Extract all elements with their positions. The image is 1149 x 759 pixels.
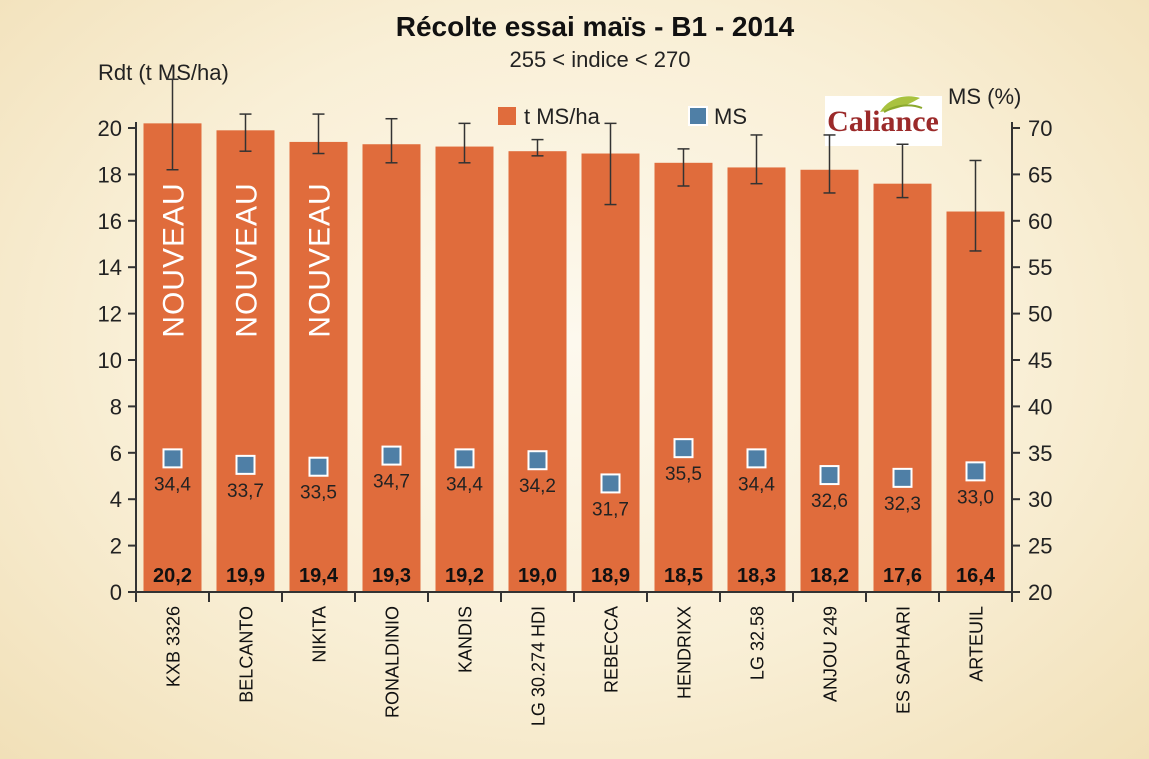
x-category-label: LG 32.58: [748, 606, 768, 680]
x-category-label: ES SAPHARI: [894, 606, 914, 714]
bar-value-label: 18,5: [664, 565, 703, 587]
bar-value-label: 19,4: [299, 565, 339, 587]
plot: 0 2 4 6 8 10 12 14 16 18 20 20 25 30 35 40 45 50 55 60 65 70 K…: [98, 78, 1052, 726]
bar: [216, 130, 275, 592]
bar-value-label: 18,3: [737, 565, 776, 587]
caliance-logo: Caliance: [825, 96, 942, 146]
ms-value-label: 33,5: [300, 483, 337, 504]
ms-value-label: 34,2: [519, 476, 556, 497]
ms-value-label: 34,4: [446, 474, 483, 495]
y2-tick-label: 65: [1028, 162, 1052, 187]
y-axis-label: Rdt (t MS/ha): [98, 60, 229, 85]
chart-title: Récolte essai maïs - B1 - 2014: [396, 11, 795, 42]
y-tick-label: 14: [98, 255, 122, 280]
ms-marker: [600, 473, 621, 494]
ms-marker: [308, 456, 329, 477]
y-tick-label: 20: [98, 116, 122, 141]
x-category-label: KANDIS: [456, 606, 476, 673]
x-category-label: REBECCA: [602, 606, 622, 693]
y-tick-label: 10: [98, 348, 122, 373]
x-category-label: BELCANTO: [237, 606, 257, 703]
legend-bar-label: t MS/ha: [524, 104, 601, 129]
ms-marker: [819, 465, 840, 486]
bar: [873, 183, 932, 592]
legend-ms-swatch: [688, 106, 708, 126]
x-category-label: NIKITA: [310, 606, 330, 663]
ms-value-label: 33,7: [227, 481, 264, 502]
bar-value-label: 18,2: [810, 565, 849, 587]
ms-value-label: 34,4: [154, 474, 191, 495]
y-tick-label: 0: [110, 580, 122, 605]
bar: [435, 146, 494, 592]
bar-value-label: 19,3: [372, 565, 411, 587]
bar-value-label: 20,2: [153, 565, 192, 587]
ms-marker: [673, 438, 694, 459]
ms-value-label: 31,7: [592, 499, 629, 520]
bar-value-label: 19,2: [445, 565, 484, 587]
x-category-label: ARTEUIL: [967, 606, 987, 682]
bar: [143, 123, 202, 593]
bar-value-label: 19,0: [518, 565, 557, 587]
ms-marker: [965, 461, 986, 482]
ms-marker: [892, 467, 913, 488]
y-tick-label: 4: [110, 487, 122, 512]
bar-value-label: 18,9: [591, 565, 630, 587]
bar: [581, 153, 640, 592]
bar: [362, 144, 421, 593]
ms-marker: [162, 448, 183, 469]
y-tick-label: 12: [98, 302, 122, 327]
bar-value-label: 17,6: [883, 565, 922, 587]
ms-value-label: 33,0: [957, 487, 994, 508]
ms-value-label: 34,4: [738, 474, 775, 495]
ms-marker: [235, 454, 256, 475]
ms-value-label: 32,6: [811, 491, 848, 512]
ms-value-label: 34,7: [373, 472, 410, 493]
bar: [654, 162, 713, 593]
y2-tick-label: 35: [1028, 441, 1052, 466]
annotation-nouveau: NOUVEAU: [231, 182, 264, 337]
ms-marker: [527, 450, 548, 471]
ms-value-label: 32,3: [884, 494, 921, 515]
y2-tick-label: 55: [1028, 255, 1052, 280]
ms-value-label: 35,5: [665, 464, 702, 485]
ms-marker: [454, 448, 475, 469]
y2-tick-label: 25: [1028, 534, 1052, 559]
y2-tick-label: 60: [1028, 209, 1052, 234]
x-category-label: KXB 3326: [164, 606, 184, 687]
y2-tick-label: 20: [1028, 580, 1052, 605]
y-tick-label: 8: [110, 394, 122, 419]
bar: [800, 169, 859, 592]
x-category-label: LG 30.274 HDI: [529, 606, 549, 726]
svg-text:Caliance: Caliance: [827, 105, 939, 138]
bar: [508, 151, 567, 592]
bar: [946, 211, 1005, 592]
x-category-label: ANJOU 249: [821, 606, 841, 702]
ms-marker: [746, 448, 767, 469]
bar-value-label: 16,4: [956, 565, 996, 587]
bar: [289, 141, 348, 593]
y2-tick-label: 30: [1028, 487, 1052, 512]
legend-ms-label: MS: [714, 104, 747, 129]
x-category-label: HENDRIXX: [675, 606, 695, 699]
y2-tick-label: 50: [1028, 302, 1052, 327]
legend-bar-swatch: [498, 107, 516, 125]
annotation-nouveau: NOUVEAU: [304, 182, 337, 337]
x-category-label: RONALDINIO: [383, 606, 403, 718]
ms-marker: [381, 445, 402, 466]
y-tick-label: 6: [110, 441, 122, 466]
chart-subtitle: 255 < indice < 270: [509, 47, 690, 72]
y2-tick-label: 45: [1028, 348, 1052, 373]
annotation-nouveau: NOUVEAU: [158, 182, 191, 337]
y-tick-label: 2: [110, 534, 122, 559]
y2-tick-label: 70: [1028, 116, 1052, 141]
y2-tick-label: 40: [1028, 394, 1052, 419]
bar-value-label: 19,9: [226, 565, 265, 587]
y-tick-label: 18: [98, 162, 122, 187]
y-tick-label: 16: [98, 209, 122, 234]
bar: [727, 167, 786, 592]
y2-axis-label: MS (%): [948, 84, 1021, 109]
